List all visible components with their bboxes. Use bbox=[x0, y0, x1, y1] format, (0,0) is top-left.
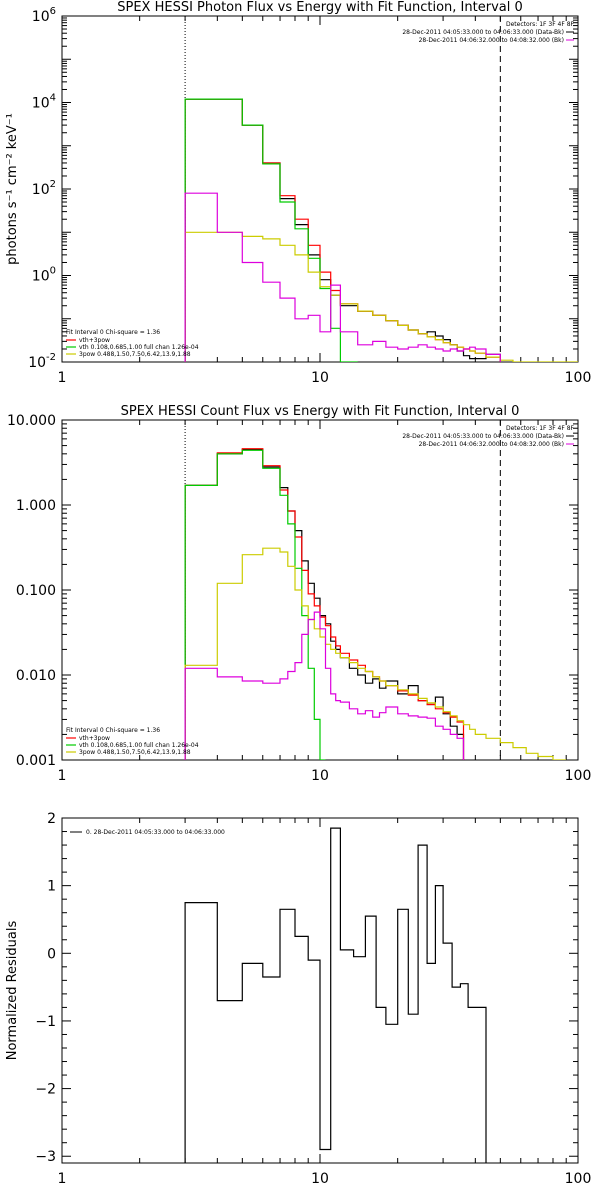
series-group bbox=[184, 827, 487, 1163]
legend-fit-header: Fit Interval 0 Chi-square = 1.36 bbox=[66, 727, 160, 734]
series-line-4 bbox=[184, 192, 501, 362]
count-flux-panel: 1 10 100 0.001 0.010 0.100 1.000 10.000 SPEX HES… bbox=[7, 404, 591, 784]
x-tick-label: 100 bbox=[565, 768, 592, 784]
y-tick-label: 0.100 bbox=[16, 583, 56, 599]
y-tick-label: 0.010 bbox=[16, 668, 56, 684]
residuals-panel: 1 10 100 −3 −2 −1 0 1 2 Normalized Residuals 0. 28… bbox=[5, 811, 591, 1187]
y-tick-label: 1.000 bbox=[16, 498, 56, 514]
y-tick-label: 104 bbox=[32, 93, 56, 112]
x-tick-label: 10 bbox=[311, 768, 329, 784]
legend-top-line: 28-Dec-2011 04:05:33.000 to 04:06:33.000… bbox=[402, 433, 564, 440]
photon-flux-panel: 1 10 100 10-2 100 102 104 106 SPEX HESSI Photon … bbox=[5, 0, 591, 386]
x-tick-label: 100 bbox=[565, 370, 592, 386]
y-tick-label: −2 bbox=[35, 1082, 56, 1098]
legend-bottom-line: vth 0.108,0.685,1.00 full chan 1.26e-04 bbox=[79, 344, 199, 351]
y-axis-label: Normalized Residuals bbox=[5, 921, 20, 1061]
legend-top-line: 28-Dec-2011 04:05:33.000 to 04:06:33.000… bbox=[402, 29, 564, 36]
y-tick-label: 10-2 bbox=[28, 352, 56, 371]
y-tick-label: 2 bbox=[47, 811, 56, 827]
series-line-0 bbox=[184, 827, 487, 1163]
panel-title: SPEX HESSI Photon Flux vs Energy with Fi… bbox=[117, 0, 523, 15]
legend-bottom-line: vth 0.108,0.685,1.00 full chan 1.26e-04 bbox=[79, 742, 199, 749]
x-tick-label: 1 bbox=[58, 768, 67, 784]
legend-bottom-line: 3pow 0.488,1.50,7.50,6.42,13.9,1.88 bbox=[79, 749, 191, 756]
y-tick-label: 1 bbox=[47, 879, 56, 895]
legend-top-line: 28-Dec-2011 04:06:32.000 to 04:08:32.000… bbox=[419, 441, 564, 448]
series-line-1 bbox=[184, 448, 465, 760]
legend-fit-header: Fit Interval 0 Chi-square = 1.36 bbox=[66, 329, 160, 336]
series-group bbox=[184, 448, 567, 760]
legend-bottom-line: 3pow 0.488,1.50,7.50,6.42,13.9,1.88 bbox=[79, 351, 191, 358]
y-tick-label: 10.000 bbox=[7, 413, 56, 429]
legend-top-line: Detectors: 1F 3F 4F 8F bbox=[506, 425, 575, 432]
x-tick-label: 1 bbox=[58, 370, 67, 386]
legend-bottom-line: vth+3pow bbox=[79, 337, 110, 344]
legend-residual-line: 0. 28-Dec-2011 04:05:33.000 to 04:06:33.… bbox=[86, 829, 225, 836]
legend-top-line: 28-Dec-2011 04:06:32.000 to 04:08:32.000… bbox=[419, 37, 564, 44]
y-tick-label: −1 bbox=[35, 1014, 56, 1030]
y-tick-label: 106 bbox=[32, 6, 56, 25]
y-tick-label: 100 bbox=[32, 266, 56, 285]
series-line-4 bbox=[184, 611, 465, 760]
y-tick-label: 102 bbox=[32, 179, 56, 198]
series-line-3 bbox=[184, 547, 567, 760]
y-axis-label: photons s⁻¹ cm⁻² keV⁻¹ bbox=[5, 113, 20, 265]
y-tick-label: 0 bbox=[47, 946, 56, 962]
panel-title: SPEX HESSI Count Flux vs Energy with Fit… bbox=[121, 404, 520, 419]
series-line-3 bbox=[184, 231, 578, 362]
x-tick-label: 10 bbox=[311, 1171, 329, 1187]
series-line-2 bbox=[184, 449, 326, 760]
legend-bottom-line: vth+3pow bbox=[79, 735, 110, 742]
x-tick-label: 1 bbox=[58, 1171, 67, 1187]
y-tick-label: −3 bbox=[35, 1149, 56, 1165]
series-group bbox=[184, 98, 578, 362]
x-tick-label: 10 bbox=[311, 370, 329, 386]
y-tick-label: 0.001 bbox=[16, 753, 56, 769]
legend-top-line: Detectors: 1F 3F 4F 8F bbox=[506, 21, 575, 28]
x-tick-label: 100 bbox=[565, 1171, 592, 1187]
